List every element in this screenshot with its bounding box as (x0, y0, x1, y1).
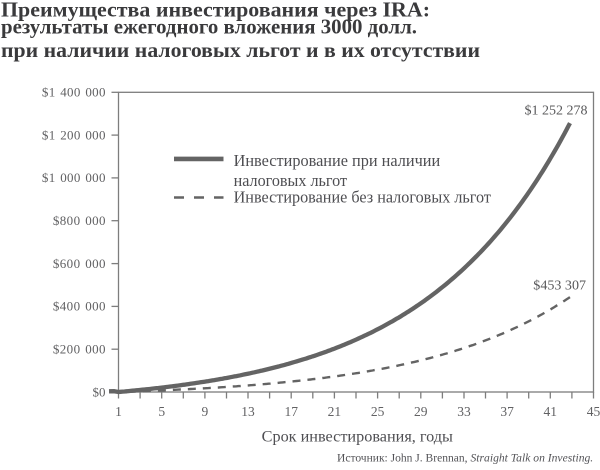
svg-text:$1 252 278: $1 252 278 (525, 104, 588, 119)
svg-text:налоговых льгот: налоговых льгот (234, 171, 348, 190)
svg-text:21: 21 (328, 404, 342, 419)
svg-text:Срок инвестирования, годы: Срок инвестирования, годы (262, 428, 454, 445)
svg-text:$1 000 000: $1 000 000 (42, 170, 106, 185)
svg-text:13: 13 (241, 404, 255, 419)
svg-text:$1 400 000: $1 400 000 (42, 85, 106, 100)
svg-text:$600 000: $600 000 (53, 256, 106, 271)
svg-text:5: 5 (158, 404, 165, 419)
svg-text:$400 000: $400 000 (53, 299, 106, 314)
svg-text:17: 17 (284, 404, 298, 419)
svg-text:Straight Talk on Investing.: Straight Talk on Investing. (471, 451, 594, 465)
svg-text:$200 000: $200 000 (53, 342, 106, 357)
svg-text:45: 45 (587, 404, 600, 419)
svg-text:при наличии налоговых льгот и: при наличии налоговых льгот и в их отсут… (1, 38, 480, 62)
svg-text:37: 37 (500, 404, 514, 419)
svg-text:$1 200 000: $1 200 000 (42, 127, 106, 142)
svg-text:41: 41 (544, 404, 558, 419)
svg-text:$800 000: $800 000 (53, 213, 106, 228)
svg-text:Преимущества инвестирования че: Преимущества инвестирования через IRA: (1, 0, 430, 21)
svg-text:$0: $0 (93, 384, 106, 399)
svg-text:Источник: John J. Brennan,: Источник: John J. Brennan, (337, 451, 468, 465)
svg-text:25: 25 (371, 404, 385, 419)
svg-text:$453 307: $453 307 (533, 278, 586, 293)
svg-text:результаты ежегодного вложения: результаты ежегодного вложения 3000 долл… (1, 15, 417, 39)
svg-text:1: 1 (115, 404, 122, 419)
svg-text:Инвестирование при наличии: Инвестирование при наличии (234, 151, 441, 170)
svg-text:Инвестирование без налоговых л: Инвестирование без налоговых льгот (234, 187, 492, 206)
svg-text:33: 33 (457, 404, 471, 419)
svg-text:29: 29 (414, 404, 428, 419)
svg-text:9: 9 (202, 404, 209, 419)
